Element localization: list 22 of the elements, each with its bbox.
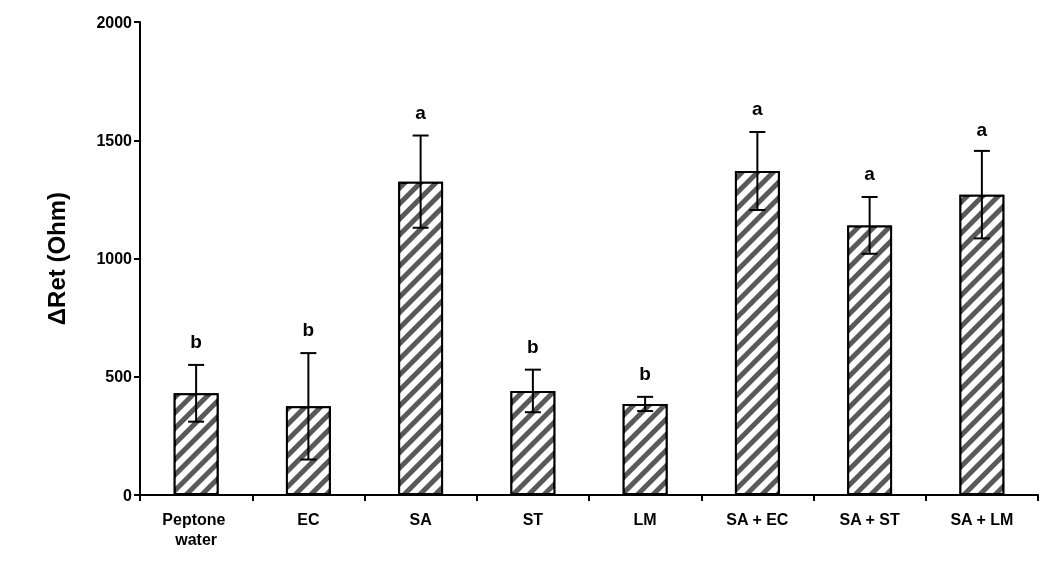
y-tick-label: 1000 [96, 250, 133, 267]
x-tick-label: Peptone water [162, 510, 230, 548]
annotation: b [190, 330, 202, 352]
y-axis-title: ΔRet (Ohm) [42, 191, 70, 326]
x-tick-label: SA [409, 510, 433, 528]
annotation: b [639, 362, 651, 384]
y-tick-label: 2000 [96, 13, 133, 31]
x-tick-label: SA + EC [726, 510, 789, 528]
x-tick-label: EC [297, 510, 320, 528]
x-tick-label: ST [522, 510, 544, 528]
annotation: a [415, 101, 427, 123]
y-tick-label: 1500 [96, 131, 133, 149]
y-tick-label: 0 [123, 486, 133, 504]
annotation: b [527, 335, 539, 357]
annotation: b [302, 319, 315, 341]
annotation: a [976, 119, 988, 141]
annotation: a [864, 163, 876, 185]
x-tick-label: LM [633, 510, 657, 528]
x-tick-label: SA + ST [839, 510, 901, 528]
y-tick-label: 500 [105, 368, 133, 386]
annotation: a [752, 97, 764, 119]
x-tick-label: SA + LM [950, 510, 1014, 528]
